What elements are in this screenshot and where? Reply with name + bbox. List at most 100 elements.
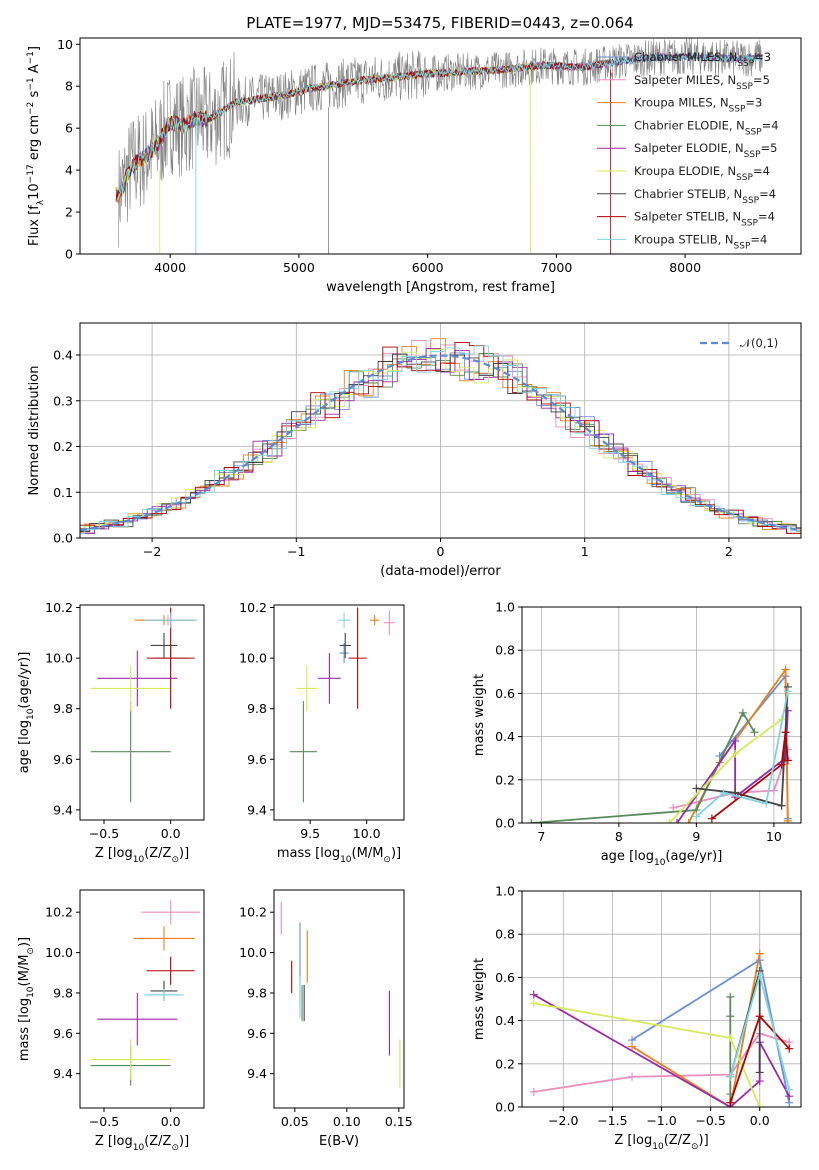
weight-marker-kroupa_miles bbox=[628, 1042, 637, 1051]
y-tick-label: 10.0 bbox=[45, 651, 73, 666]
weight-marker-salpeter_elodie bbox=[755, 1077, 764, 1086]
weight-marker-kroupa_stelib bbox=[719, 788, 728, 797]
spectrum-marks bbox=[115, 38, 763, 254]
weight-marker-chabrier_elodie bbox=[527, 819, 536, 823]
y-tick-label: 9.8 bbox=[53, 985, 73, 1000]
weight-marker-kroupa_stelib bbox=[726, 1072, 735, 1081]
x-tick-label: −0.5 bbox=[89, 826, 119, 841]
chart-title: PLATE=1977, MJD=53475, FIBERID=0443, z=0… bbox=[246, 14, 633, 32]
y-tick-label: 9.4 bbox=[247, 1066, 267, 1081]
y-tick-label: 0.4 bbox=[53, 348, 73, 363]
y-tick-label: 0.4 bbox=[495, 1013, 515, 1028]
x-axis-label: Z [log10(Z/Z⊙)] bbox=[95, 846, 189, 865]
x-tick-label: 4000 bbox=[154, 260, 186, 275]
y-axis-label: age [log10(age/yr)] bbox=[17, 652, 36, 774]
y-tick-label: 9.6 bbox=[247, 1026, 267, 1041]
weight-line-kroupa_miles bbox=[631, 953, 761, 1107]
weight-marker-salpeter_elodie bbox=[731, 736, 740, 745]
y-tick-label: 0.2 bbox=[495, 1056, 515, 1071]
y-tick-label: 2 bbox=[65, 205, 73, 220]
residual-hist-salpeter_stelib bbox=[80, 342, 801, 534]
y-tick-label: 10.0 bbox=[239, 651, 267, 666]
x-tick-label: −1 bbox=[287, 544, 305, 559]
legend-entry: Kroupa STELIB, NSSP=4 bbox=[634, 232, 767, 251]
weight-marker-kroupa_stelib bbox=[692, 812, 701, 821]
y-tick-label: 9.4 bbox=[53, 802, 73, 817]
y-tick-label: 0.0 bbox=[53, 531, 73, 546]
y-tick-label: 9.6 bbox=[53, 752, 73, 767]
y-tick-label: 9.8 bbox=[247, 701, 267, 716]
legend-entry: Chabrier ELODIE, NSSP=4 bbox=[634, 118, 779, 137]
y-tick-label: 10.0 bbox=[239, 945, 267, 960]
x-tick-label: 7 bbox=[537, 829, 545, 844]
weight-marker-salpeter_elodie bbox=[783, 706, 792, 715]
weight-marker-salpeter_miles bbox=[529, 1087, 538, 1096]
legend-entry: Chabrier MILES, NSSP=3 bbox=[634, 50, 771, 69]
weight-marker-chabrier_stelib bbox=[755, 1068, 764, 1077]
weight-marker-salpeter_elodie bbox=[673, 819, 681, 823]
x-tick-label: 10.0 bbox=[353, 826, 381, 841]
age_vs_mass-plot bbox=[270, 604, 405, 824]
y-tick-label: 0.0 bbox=[495, 816, 515, 831]
x-tick-label: 9 bbox=[692, 829, 700, 844]
y-tick-label: 0.4 bbox=[495, 729, 515, 744]
x-axis-label: wavelength [Angstrom, rest frame] bbox=[326, 280, 555, 295]
y-tick-label: 10 bbox=[57, 37, 73, 52]
weight-marker-salpeter_miles bbox=[628, 1072, 637, 1081]
weight-marker-salpeter_miles bbox=[769, 786, 778, 795]
weight-marker-salpeter_stelib bbox=[755, 1012, 764, 1021]
y-axis-label: Flux [fλ10−17 erg cm−2 s−1 A−1] bbox=[26, 46, 46, 246]
x-axis-label: E(B-V) bbox=[319, 1134, 359, 1149]
weight-marker-kroupa_stelib bbox=[783, 687, 792, 696]
x-tick-label: 0.0 bbox=[750, 1113, 770, 1128]
axes-frame bbox=[521, 890, 802, 1108]
y-tick-label: 10.2 bbox=[45, 905, 73, 920]
x-tick-label: 0 bbox=[437, 544, 445, 559]
y-tick-label: 9.4 bbox=[53, 1066, 73, 1081]
x-tick-label: 8 bbox=[615, 829, 623, 844]
legend-entry: Salpeter STELIB, NSSP=4 bbox=[634, 210, 775, 229]
gaussian-legend-label: 𝒩(0,1) bbox=[740, 336, 778, 350]
y-tick-label: 0.2 bbox=[53, 439, 73, 454]
x-tick-label: 7000 bbox=[540, 260, 572, 275]
weight_vs_age-plot bbox=[518, 606, 802, 827]
x-tick-label: 8000 bbox=[669, 260, 701, 275]
x-axis-label: Z [log10(Z/Z⊙)] bbox=[95, 1134, 189, 1153]
gaussian-curve bbox=[80, 354, 801, 532]
axes-frame bbox=[273, 889, 405, 1109]
x-axis-label: age [log10(age/yr)] bbox=[601, 849, 723, 868]
y-tick-label: 9.6 bbox=[247, 752, 267, 767]
residuals-marks bbox=[80, 338, 801, 534]
weight-marker-salpeter_stelib bbox=[707, 814, 716, 823]
x-axis-label: mass [log10(M/M⊙)] bbox=[277, 846, 401, 865]
legend-entry: Kroupa MILES, NSSP=3 bbox=[634, 96, 762, 115]
weight-marker-chabrier_elodie bbox=[726, 992, 735, 1001]
y-tick-label: 0.2 bbox=[495, 772, 515, 787]
x-tick-label: 10 bbox=[766, 829, 782, 844]
weight-marker-chabrier_elodie bbox=[750, 728, 759, 737]
y-tick-label: 0.0 bbox=[495, 1100, 515, 1115]
x-tick-label: 5000 bbox=[283, 260, 315, 275]
weight-marker-kroupa_elodie bbox=[755, 1103, 764, 1107]
weight-marker-salpeter_stelib bbox=[785, 1044, 794, 1053]
x-tick-label: 0.10 bbox=[333, 1114, 361, 1129]
weight-line-salpeter_stelib bbox=[711, 732, 789, 820]
axes-frame bbox=[79, 889, 205, 1109]
legend-entry: Kroupa ELODIE, NSSP=4 bbox=[634, 164, 770, 183]
x-tick-label: −2.0 bbox=[548, 1113, 578, 1128]
y-tick-label: 0.6 bbox=[495, 686, 515, 701]
x-tick-label: 0.05 bbox=[281, 1114, 309, 1129]
x-tick-label: 0.0 bbox=[161, 826, 181, 841]
age_vs_mass-marks bbox=[289, 607, 395, 803]
weight-marker-kroupa_miles bbox=[781, 665, 790, 674]
weight-marker-salpeter_stelib bbox=[781, 728, 790, 737]
y-tick-label: 0.3 bbox=[53, 393, 73, 408]
x-tick-label: 1 bbox=[581, 544, 589, 559]
x-tick-label: 9.5 bbox=[300, 826, 320, 841]
weight-marker-chabrier_elodie bbox=[726, 1012, 735, 1021]
x-tick-label: 0.0 bbox=[161, 1114, 181, 1129]
weight-marker-kroupa_stelib bbox=[755, 971, 764, 980]
legend-entry: Salpeter MILES, NSSP=5 bbox=[634, 73, 770, 92]
weight-marker-chabrier_stelib bbox=[777, 801, 786, 810]
y-axis-label: mass weight bbox=[472, 958, 487, 1040]
